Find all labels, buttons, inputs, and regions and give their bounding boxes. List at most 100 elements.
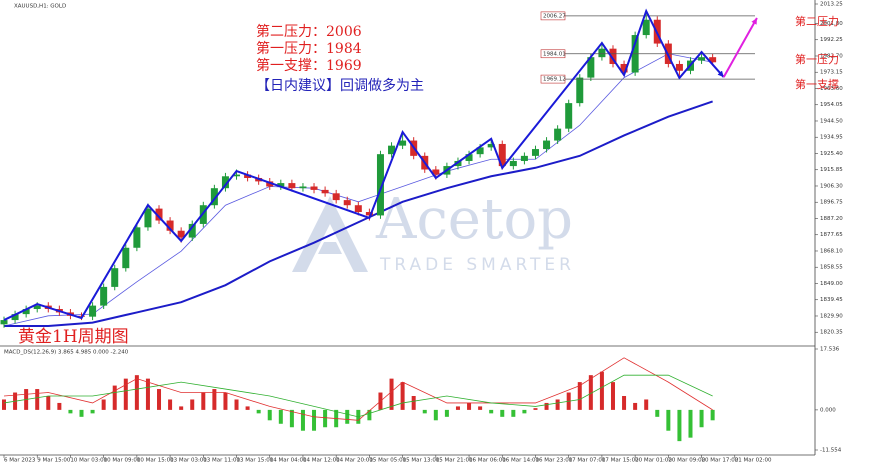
macd-line — [3, 374, 713, 418]
histogram-bar — [234, 399, 239, 410]
candle-body — [332, 193, 340, 201]
histogram-bar — [577, 382, 582, 410]
histogram-bar — [444, 409, 449, 417]
candle-body — [266, 181, 274, 187]
candle-body — [188, 223, 196, 238]
histogram-bar — [134, 375, 139, 410]
histogram-bar — [533, 408, 538, 410]
candle-body — [299, 186, 307, 189]
candle-body — [520, 155, 528, 161]
candle-body — [277, 183, 285, 187]
x-tick-label: 15 Mar 21:00 — [436, 458, 473, 464]
histogram-bar — [267, 409, 272, 421]
histogram-bar — [157, 389, 162, 410]
candle-body — [565, 103, 573, 129]
candle-body — [122, 247, 130, 269]
candle-body — [698, 57, 706, 61]
candle-body — [89, 305, 97, 317]
candle-body — [33, 305, 41, 310]
candle-body — [11, 314, 19, 321]
watermark-title: Acetop — [375, 187, 573, 252]
x-tick-label: 20 Mar 09:00 — [668, 458, 705, 464]
watermark-subtitle: TRADE SMARTER — [379, 255, 575, 275]
candle-body — [210, 188, 218, 206]
histogram-bar — [666, 409, 671, 431]
level-label: 2006.27 — [543, 13, 566, 19]
y-tick-label: 2001.80 — [820, 21, 843, 27]
x-tick-label: 17 Mar 07:00 — [569, 458, 606, 464]
candle-body — [365, 212, 373, 216]
histogram-bar — [588, 375, 593, 410]
candle-body — [288, 183, 296, 189]
advice: 【日内建议】回调做多为主 — [256, 77, 424, 94]
candle-body — [487, 143, 495, 148]
y-tick-label: 1896.75 — [820, 200, 843, 206]
candle-body — [543, 140, 551, 150]
histogram-bar — [168, 399, 173, 410]
histogram-bar — [179, 406, 184, 410]
histogram-bar — [68, 409, 73, 414]
histogram-bar — [599, 371, 604, 410]
y-tick-label: 1944.50 — [820, 118, 843, 124]
candle-body — [576, 77, 584, 104]
y-tick-label: 1992.25 — [820, 37, 843, 43]
candle-body — [343, 200, 351, 206]
macd-title: MACD_DS(12,26,9) 3.865 4.985 0.000 -2.24… — [4, 350, 129, 356]
histogram-bar — [400, 382, 405, 410]
histogram-bar — [278, 409, 283, 424]
caption: 黄金1H周期图 — [18, 327, 129, 347]
candle-body — [133, 227, 141, 248]
x-tick-label: 14 Mar 12:00 — [303, 458, 340, 464]
y-tick-label: 1877.65 — [820, 232, 843, 238]
y-tick-label: 1973.15 — [820, 70, 843, 76]
candle-body — [709, 57, 717, 63]
histogram-bar — [223, 392, 228, 410]
histogram-bar — [677, 409, 682, 442]
x-tick-label: 14 Mar 04:00 — [270, 458, 307, 464]
y-tick-label: 1820.35 — [820, 330, 843, 336]
histogram-bar — [212, 389, 217, 410]
histogram-bar — [323, 409, 328, 428]
x-tick-label: 10 Mar 03:00 — [70, 458, 107, 464]
annotation: 第一支撑：1969 — [256, 57, 362, 74]
x-tick-label: 14 Mar 20:00 — [336, 458, 373, 464]
histogram-bar — [79, 409, 84, 417]
x-tick-label: 16 Mar 23:00 — [535, 458, 572, 464]
chart-title: XAUUSD,H1: GOLD — [14, 4, 66, 10]
histogram-bar — [633, 402, 638, 410]
x-tick-label: 20 Mar 01:00 — [635, 458, 672, 464]
candle-body — [310, 186, 318, 190]
candle-body — [498, 143, 506, 167]
candle-body — [554, 128, 562, 141]
candle-body — [166, 220, 174, 231]
histogram-bar — [90, 409, 95, 414]
histogram-bar — [101, 399, 106, 410]
x-tick-label: 16 Mar 06:00 — [469, 458, 506, 464]
candle-body — [620, 63, 628, 73]
histogram-bar — [610, 382, 615, 410]
x-tick-label: 13 Mar 15:00 — [237, 458, 274, 464]
histogram-bar — [699, 409, 704, 428]
level-name: 第一支撑 — [795, 77, 839, 91]
candle-body — [321, 189, 329, 194]
x-tick-label: 15 Mar 13:00 — [403, 458, 440, 464]
y-tick-label: 1925.40 — [820, 151, 843, 157]
histogram-bar — [123, 378, 128, 410]
histogram-bar — [190, 399, 195, 410]
y-tick-label: 17.536 — [820, 347, 840, 353]
candle-body — [476, 147, 484, 155]
y-tick-label: 1829.90 — [820, 313, 843, 319]
x-tick-label: 17 Mar 15:00 — [602, 458, 639, 464]
histogram-bar — [300, 409, 305, 431]
y-tick-label: 1954.05 — [820, 102, 843, 108]
level-name: 第一压力 — [795, 52, 839, 66]
x-tick-label: 15 Mar 05:00 — [369, 458, 406, 464]
candle-body — [0, 320, 8, 325]
y-tick-label: 1868.10 — [820, 248, 843, 254]
histogram-bar — [256, 409, 261, 414]
candle-body — [354, 205, 362, 213]
candle-body — [22, 309, 30, 315]
level-label: 1984.01 — [543, 51, 566, 57]
